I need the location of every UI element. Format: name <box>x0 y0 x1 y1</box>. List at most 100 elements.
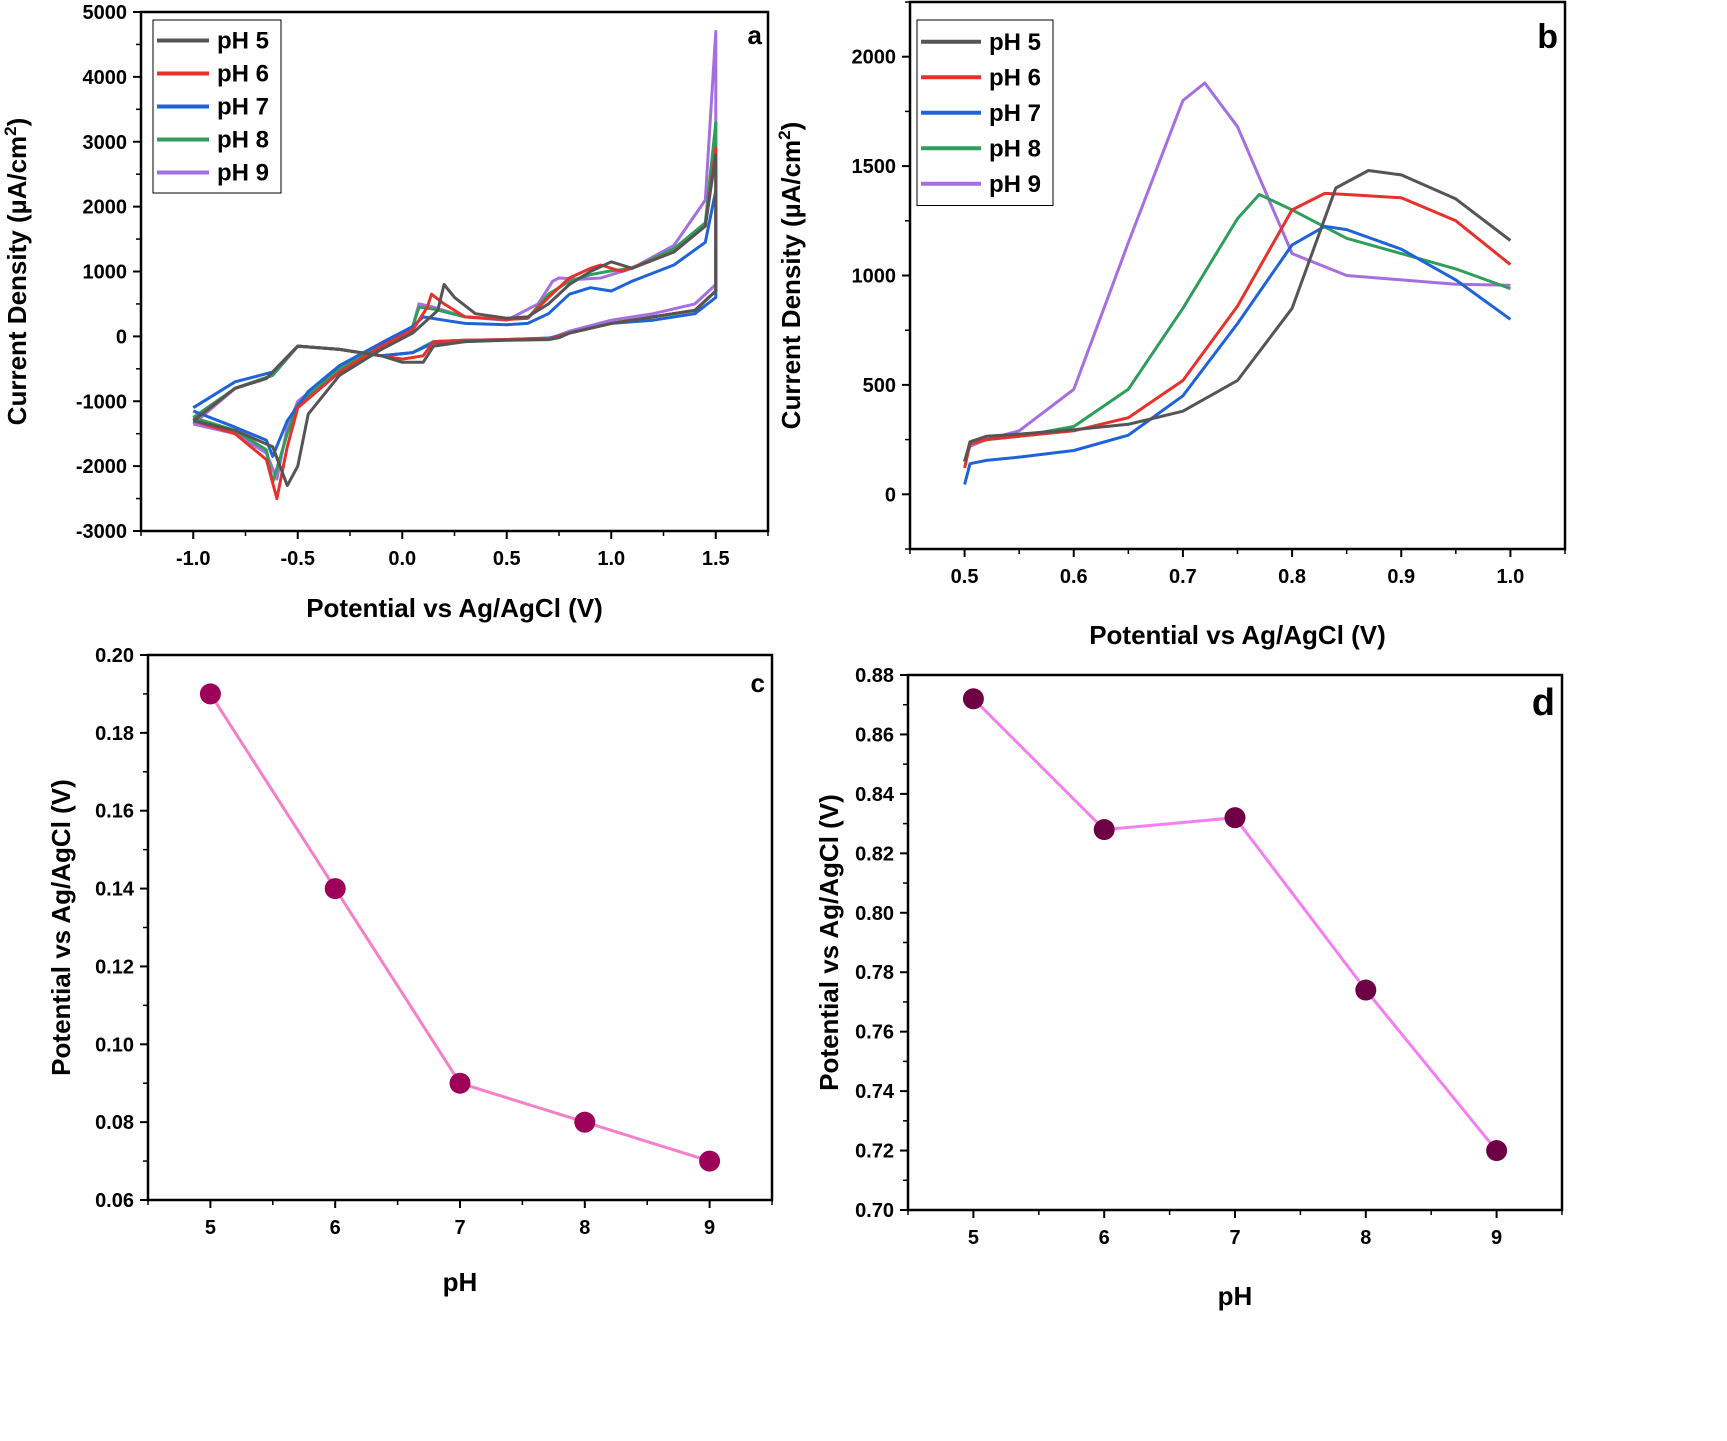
x-axis-label: Potential vs Ag/AgCl (V) <box>1089 620 1386 650</box>
x-tick-label: 1.0 <box>1497 566 1525 588</box>
y-tick-label: 2000 <box>83 197 128 219</box>
y-tick-label: -2000 <box>76 456 127 478</box>
series-line-ph7 <box>963 224 1512 485</box>
series-line-ph6 <box>963 191 1512 469</box>
data-point <box>199 683 221 705</box>
y-tick-label: 3000 <box>83 132 128 154</box>
data-point <box>699 1150 721 1172</box>
y-tick-label: 0 <box>885 484 896 506</box>
x-tick-label: 9 <box>1491 1227 1502 1249</box>
legend-entry: pH 9 <box>989 171 1041 198</box>
legend-entry: pH 5 <box>989 29 1041 56</box>
y-tick-label: 0.16 <box>95 801 134 823</box>
panel-label: b <box>1537 18 1558 56</box>
y-axis-label: Current Density (µA/cm2) <box>1 118 32 426</box>
x-tick-label: 1.0 <box>597 548 625 570</box>
y-tick-label: 0.18 <box>95 723 134 745</box>
x-tick-label: 8 <box>579 1217 590 1239</box>
data-point <box>1486 1140 1508 1162</box>
y-tick-label: 500 <box>863 375 896 397</box>
y-tick-label: 4000 <box>83 67 128 89</box>
plot-frame <box>906 673 1564 1212</box>
chart-panel-d: 5 6 7 8 9 0.70 0.72 0.74 0.76 0.78 0.80 0.82 0.84 0.8… <box>814 665 1564 1311</box>
panel-label: a <box>748 20 763 50</box>
y-tick-label: 0.10 <box>95 1034 134 1056</box>
y-tick-label: 0.88 <box>855 665 894 687</box>
y-tick-label: 0.86 <box>855 724 894 746</box>
y-tick-label: 0.76 <box>855 1022 894 1044</box>
y-tick-label: 0.72 <box>855 1141 894 1163</box>
y-axis-label-close: ) <box>2 118 32 127</box>
legend-entry: pH 8 <box>989 135 1041 162</box>
legend: pH 5 pH 6 pH 7 pH 8 pH 9 <box>152 19 282 194</box>
legend-entry: pH 5 <box>217 28 269 55</box>
series-line-ph5 <box>192 153 718 488</box>
trend-line <box>972 697 1498 1152</box>
y-tick-label: -1000 <box>76 391 127 413</box>
legend-entry: pH 9 <box>217 160 269 187</box>
y-axis-label-close: ) <box>776 122 806 131</box>
y-tick-label: 1000 <box>83 262 128 284</box>
x-tick-label: 0.6 <box>1060 566 1088 588</box>
data-point <box>962 688 984 710</box>
x-axis-label: pH <box>1218 1281 1253 1311</box>
y-tick-label: -3000 <box>76 521 127 543</box>
x-tick-label: -0.5 <box>281 548 315 570</box>
y-axis-label: Potential vs Ag/AgCl (V) <box>46 779 76 1076</box>
series-line-ph8 <box>963 193 1511 462</box>
x-tick-label: 7 <box>1229 1227 1240 1249</box>
plot-frame <box>146 653 774 1202</box>
series-line-ph5 <box>963 169 1512 462</box>
y-tick-label: 0.20 <box>95 645 134 667</box>
data-point <box>1093 819 1115 841</box>
panel-label: c <box>751 668 765 698</box>
chart-panel-b: 0.5 0.6 0.7 0.8 0.9 1.0 0 500 1000 1500 2000 Potent… <box>775 0 1567 650</box>
y-tick-label: 0.08 <box>95 1112 134 1134</box>
y-tick-label: 0.78 <box>855 962 894 984</box>
x-tick-label: 0.8 <box>1278 566 1306 588</box>
y-axis-label-superscript: 2 <box>1 126 20 135</box>
x-tick-label: -1.0 <box>176 548 210 570</box>
data-point <box>449 1072 471 1094</box>
y-tick-label: 2000 <box>852 47 897 69</box>
x-axis-label: Potential vs Ag/AgCl (V) <box>306 593 603 623</box>
x-tick-label: 0.9 <box>1387 566 1415 588</box>
x-axis-label: pH <box>443 1267 478 1297</box>
y-tick-label: 0.84 <box>855 784 895 806</box>
x-tick-label: 1.5 <box>702 548 730 570</box>
y-tick-label: 1500 <box>852 156 897 178</box>
y-axis-label: Current Density (µA/cm2) <box>775 122 806 430</box>
x-tick-label: 8 <box>1360 1227 1371 1249</box>
data-point <box>1355 979 1377 1001</box>
y-tick-label: 0.74 <box>855 1081 895 1103</box>
x-tick-label: 6 <box>1099 1227 1110 1249</box>
x-tick-label: 5 <box>968 1227 979 1249</box>
chart-panel-c: 5 6 7 8 9 0.06 0.08 0.10 0.12 0.14 0.16 0.18 0.20 pH P… <box>46 645 774 1297</box>
y-tick-label: 1000 <box>852 266 897 288</box>
chart-panel-a: -1.0 -0.5 0.0 0.5 1.0 1.5 -3000 -2000 -1000 0 1000… <box>1 2 770 623</box>
y-axis-label: Potential vs Ag/AgCl (V) <box>814 794 844 1091</box>
x-tick-label: 7 <box>454 1217 465 1239</box>
x-tick-label: 0.0 <box>388 548 416 570</box>
legend-entry: pH 7 <box>217 94 269 121</box>
series-line-ph7 <box>192 188 718 458</box>
legend-entry: pH 8 <box>217 127 269 154</box>
legend-entry: pH 6 <box>989 64 1041 91</box>
panel-label: d <box>1532 682 1555 724</box>
y-tick-label: 5000 <box>83 2 128 24</box>
legend-entry: pH 7 <box>989 100 1041 127</box>
y-tick-label: 0.06 <box>95 1190 134 1212</box>
y-axis-label-main: Current Density (µA/cm <box>2 136 32 425</box>
y-tick-label: 0.12 <box>95 956 134 978</box>
y-tick-label: 0.82 <box>855 843 894 865</box>
y-tick-label: 0.70 <box>855 1200 894 1222</box>
legend: pH 5 pH 6 pH 7 pH 8 pH 9 <box>916 19 1054 206</box>
y-tick-label: 0.14 <box>95 879 135 901</box>
x-tick-label: 9 <box>704 1217 715 1239</box>
y-axis-label-superscript: 2 <box>775 130 794 139</box>
x-tick-label: 0.7 <box>1169 566 1197 588</box>
x-tick-label: 0.5 <box>951 566 979 588</box>
x-tick-label: 5 <box>205 1217 216 1239</box>
x-tick-label: 0.5 <box>493 548 521 570</box>
